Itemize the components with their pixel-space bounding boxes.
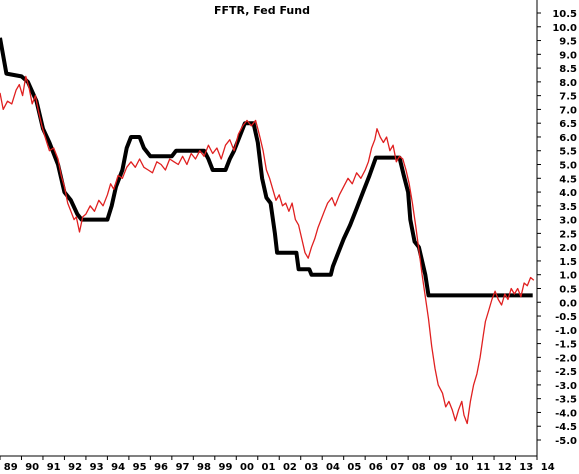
x-tick-label: 06 bbox=[369, 462, 383, 473]
x-tick-label: 04 bbox=[326, 462, 340, 473]
x-tick-label: 93 bbox=[90, 462, 104, 473]
y-tick-label: -1.5 bbox=[555, 340, 577, 351]
y-tick-label: -4.5 bbox=[555, 422, 577, 433]
x-tick-label: 00 bbox=[240, 462, 254, 473]
y-tick-label: -2.5 bbox=[555, 367, 577, 378]
x-tick-label: 91 bbox=[47, 462, 61, 473]
y-tick-label: 3.5 bbox=[559, 202, 577, 213]
x-tick-label: 14 bbox=[541, 462, 555, 473]
chart-title: FFTR, Fed Fund bbox=[214, 4, 310, 17]
y-tick-label: -2.0 bbox=[555, 353, 577, 364]
y-tick-label: 0.5 bbox=[559, 284, 577, 295]
y-tick-label: 10.0 bbox=[552, 23, 577, 34]
plot-lines bbox=[0, 37, 535, 425]
y-tick-label: -4.0 bbox=[555, 408, 577, 419]
x-tick-label: 02 bbox=[283, 462, 297, 473]
x-tick-label: 97 bbox=[176, 462, 190, 473]
y-tick-label: 3.0 bbox=[559, 216, 577, 227]
y-tick-label: 5.0 bbox=[559, 161, 577, 172]
y-tick-label: 6.5 bbox=[559, 119, 577, 130]
series-line-1 bbox=[0, 75, 535, 425]
y-tick-label: 1.5 bbox=[559, 257, 577, 268]
x-tick-label: 08 bbox=[412, 462, 426, 473]
x-tick-label: 99 bbox=[219, 462, 233, 473]
y-tick-label: 10.5 bbox=[552, 9, 577, 20]
x-tick-label: 96 bbox=[154, 462, 168, 473]
y-tick-label: 7.0 bbox=[559, 105, 577, 116]
y-tick-label: 9.0 bbox=[559, 50, 577, 61]
y-tick-label: 8.0 bbox=[559, 78, 577, 89]
x-tick-label: 03 bbox=[304, 462, 318, 473]
y-tick-label: -1.0 bbox=[555, 326, 577, 337]
y-axis: 10.5 10.0 9.5 9.0 8.5 8.0 7.5 7.0 6.5 6.0 5.5 5.0 4.… bbox=[536, 0, 577, 456]
x-tick-label: 92 bbox=[68, 462, 82, 473]
x-tick-label: 90 bbox=[25, 462, 39, 473]
y-tick-label: -0.5 bbox=[555, 312, 577, 323]
y-tick-label: 4.5 bbox=[559, 174, 577, 185]
x-tick-label: 13 bbox=[519, 462, 533, 473]
x-tick-label: 11 bbox=[476, 462, 490, 473]
x-tick-label: 05 bbox=[347, 462, 361, 473]
x-tick-label: 01 bbox=[261, 462, 275, 473]
x-tick-label: 94 bbox=[111, 462, 125, 473]
y-tick-label: 2.0 bbox=[559, 243, 577, 254]
x-tick-label: 12 bbox=[498, 462, 512, 473]
y-tick-label: 2.5 bbox=[559, 229, 577, 240]
y-tick-label: 0.0 bbox=[559, 298, 577, 309]
x-axis: 89 90 91 92 93 94 95 96 97 98 99 00 01 02 03 04 05 06 07 08… bbox=[0, 455, 555, 473]
x-tick-label: 10 bbox=[455, 462, 469, 473]
series-line-0 bbox=[0, 37, 533, 298]
y-tick-label: 6.0 bbox=[559, 133, 577, 144]
y-tick-label: -3.5 bbox=[555, 395, 577, 406]
x-tick-label: 07 bbox=[390, 462, 404, 473]
x-tick-label: 89 bbox=[4, 462, 18, 473]
y-tick-label: 8.5 bbox=[559, 64, 577, 75]
y-tick-label: 4.0 bbox=[559, 188, 577, 199]
y-tick-label: 5.5 bbox=[559, 147, 577, 158]
x-tick-label: 95 bbox=[133, 462, 147, 473]
y-tick-label: 1.0 bbox=[559, 271, 577, 282]
y-tick-label: -3.0 bbox=[555, 381, 577, 392]
x-tick-label: 98 bbox=[197, 462, 211, 473]
y-tick-label: 9.5 bbox=[559, 37, 577, 48]
y-tick-label: -5.0 bbox=[555, 436, 577, 447]
x-tick-label: 09 bbox=[433, 462, 447, 473]
y-tick-label: 7.5 bbox=[559, 92, 577, 103]
